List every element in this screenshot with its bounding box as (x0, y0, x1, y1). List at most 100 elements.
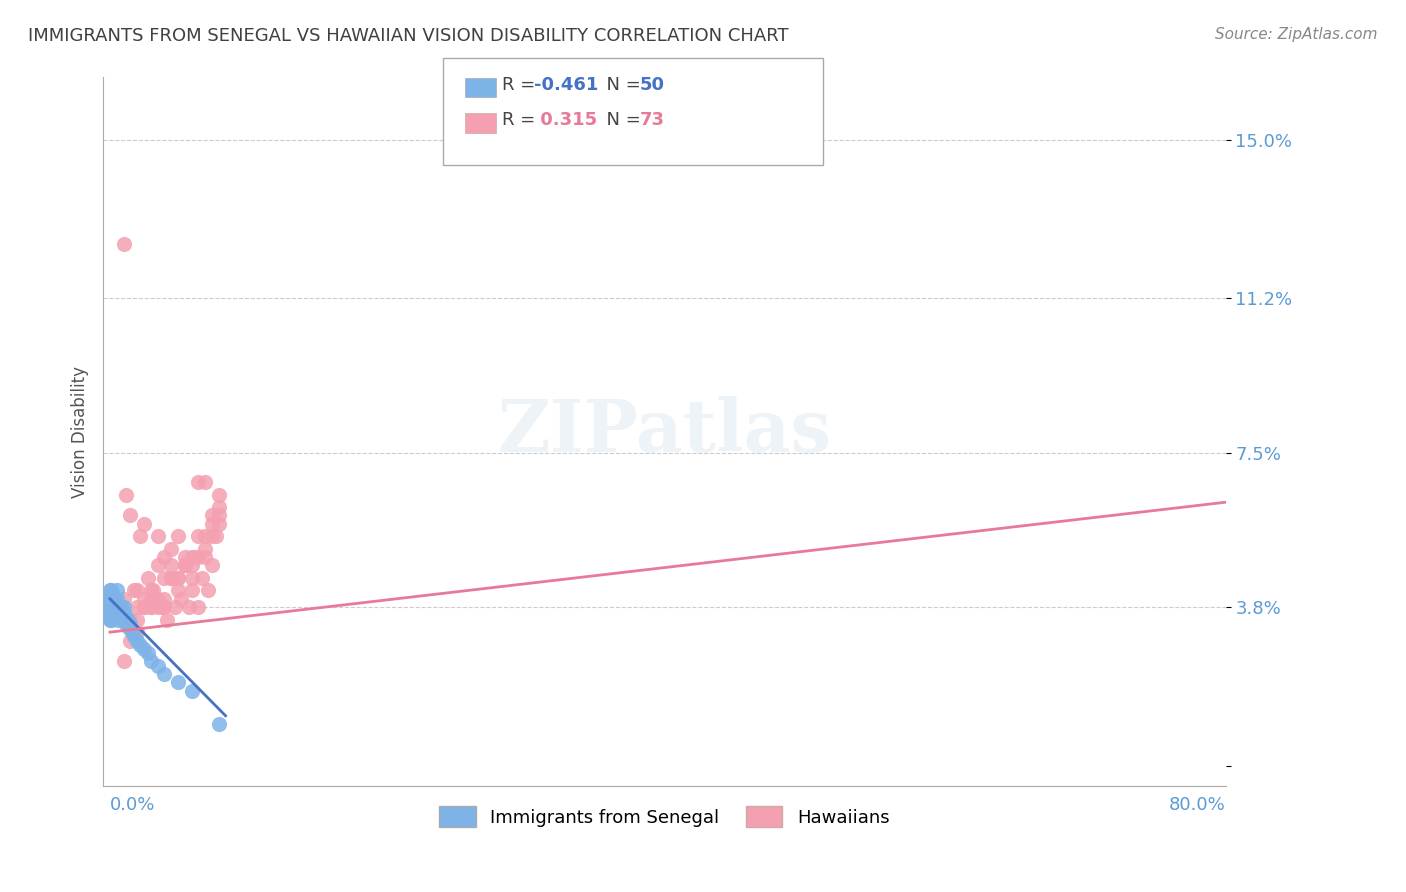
Point (136, 646, 159, 660)
Text: 0.0%: 0.0% (110, 796, 155, 814)
Text: Source: ZipAtlas.com: Source: ZipAtlas.com (1215, 27, 1378, 42)
Point (132, 641, 155, 656)
Text: 73: 73 (640, 112, 665, 129)
Text: 80.0%: 80.0% (1168, 796, 1226, 814)
Point (100, 604, 122, 618)
Point (111, 604, 134, 618)
Text: N =: N = (595, 76, 647, 94)
Point (124, 629, 146, 643)
Point (112, 613, 135, 627)
Point (101, 588, 124, 602)
Point (132, 591, 155, 606)
Point (173, 550, 195, 565)
Point (194, 529, 217, 543)
Point (100, 588, 122, 602)
Point (132, 516, 155, 531)
Point (197, 583, 219, 598)
Point (112, 654, 135, 668)
Point (117, 613, 139, 627)
Point (183, 550, 205, 565)
Point (115, 487, 138, 501)
Point (146, 600, 169, 615)
Point (167, 675, 190, 690)
Point (165, 600, 187, 615)
Point (128, 529, 150, 543)
Point (105, 583, 128, 598)
Point (112, 600, 135, 615)
Point (136, 571, 159, 585)
Point (208, 516, 231, 531)
Text: R =: R = (502, 112, 541, 129)
Point (146, 658, 169, 673)
Point (127, 583, 149, 598)
Point (153, 571, 176, 585)
Point (104, 604, 127, 618)
Point (205, 529, 228, 543)
Point (100, 591, 122, 606)
Point (121, 625, 143, 640)
Point (127, 600, 149, 615)
Point (98, 600, 121, 615)
Point (180, 558, 202, 573)
Point (127, 633, 149, 648)
Point (101, 600, 124, 615)
Point (153, 666, 176, 681)
Point (201, 516, 224, 531)
Point (120, 633, 142, 648)
Text: R =: R = (502, 76, 541, 94)
Point (160, 558, 183, 573)
Point (153, 550, 176, 565)
Point (118, 621, 141, 635)
Point (103, 591, 125, 606)
Point (107, 604, 129, 618)
Point (194, 541, 217, 556)
Point (132, 600, 155, 615)
Point (124, 583, 146, 598)
Point (180, 571, 202, 585)
Point (167, 571, 190, 585)
Point (100, 600, 122, 615)
Point (187, 550, 209, 565)
Text: 0.315: 0.315 (534, 112, 598, 129)
Point (187, 600, 209, 615)
Point (139, 600, 162, 615)
Point (120, 613, 142, 627)
Text: 50: 50 (640, 76, 665, 94)
Point (100, 583, 122, 598)
Point (194, 550, 217, 565)
Point (98, 583, 121, 598)
Point (201, 508, 224, 523)
Point (105, 600, 128, 615)
Point (100, 596, 122, 610)
Point (146, 591, 169, 606)
Point (114, 608, 136, 623)
Legend: Immigrants from Senegal, Hawaiians: Immigrants from Senegal, Hawaiians (432, 799, 897, 834)
Point (146, 558, 169, 573)
Point (160, 571, 183, 585)
Point (201, 529, 224, 543)
Point (180, 683, 202, 698)
Text: N =: N = (595, 112, 647, 129)
Point (167, 583, 190, 598)
Point (150, 600, 173, 615)
Point (105, 591, 128, 606)
Point (98, 613, 121, 627)
Point (146, 529, 169, 543)
Point (108, 608, 131, 623)
Point (132, 600, 155, 615)
Point (115, 616, 138, 631)
Point (104, 596, 127, 610)
Point (160, 541, 183, 556)
Point (208, 487, 231, 501)
Text: -0.461: -0.461 (534, 76, 599, 94)
Point (142, 583, 165, 598)
Point (208, 500, 231, 514)
Point (127, 613, 149, 627)
Point (101, 608, 124, 623)
Point (191, 571, 214, 585)
Point (139, 591, 162, 606)
Point (128, 638, 150, 652)
Point (170, 591, 193, 606)
Point (112, 237, 135, 252)
Point (139, 583, 162, 598)
